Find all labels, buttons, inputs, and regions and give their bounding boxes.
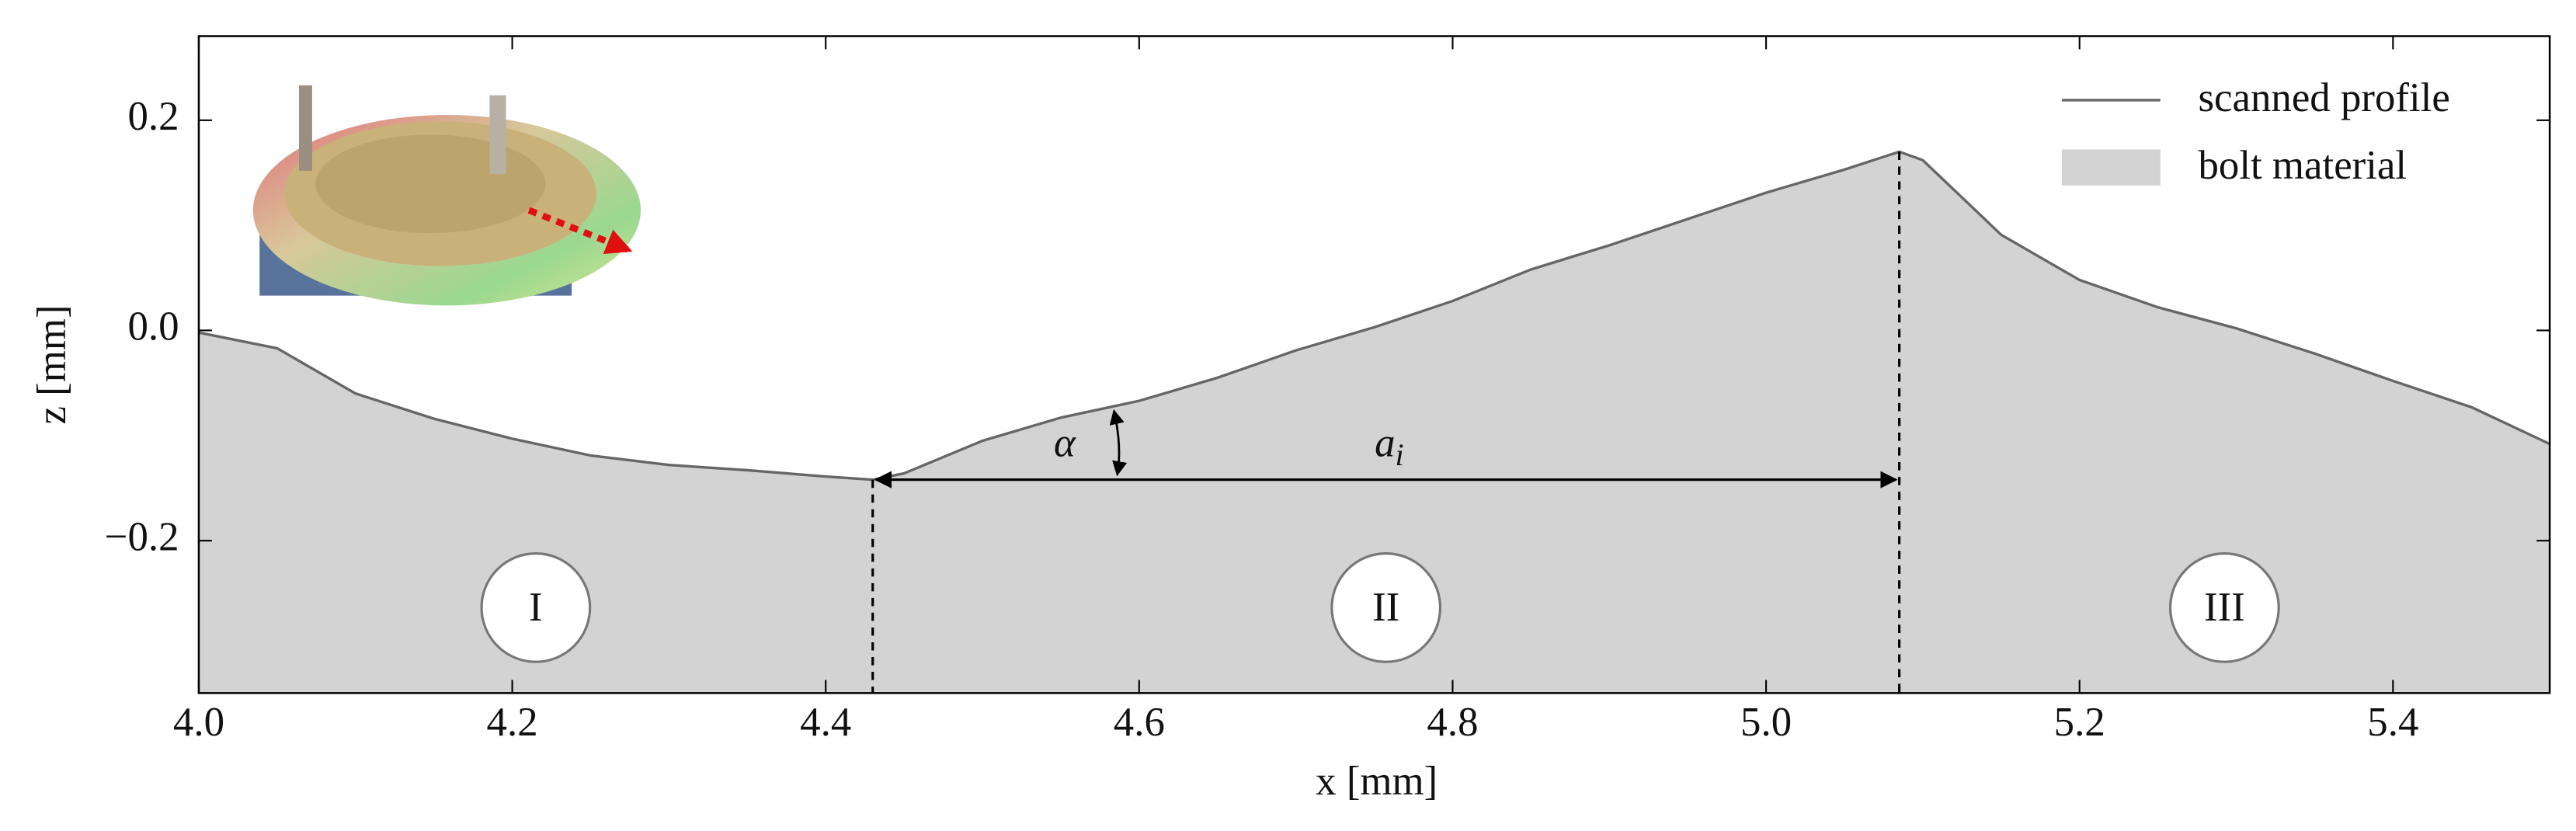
length-label: ai (1375, 420, 1404, 472)
legend-patch (2061, 149, 2161, 186)
length-symbol: a (1375, 420, 1395, 465)
x-axis-label: x [mm] (1316, 759, 1437, 804)
legend-label: bolt material (2198, 143, 2407, 188)
region-circle (2168, 552, 2280, 663)
x-tick-label: 4.4 (800, 700, 851, 745)
inset-image (252, 85, 641, 306)
x-tick-label: 4.2 (487, 700, 538, 745)
y-tick-label: 0.0 (127, 304, 179, 349)
region-label: II (1372, 585, 1399, 630)
region-circle (1330, 552, 1442, 663)
legend-label: scanned profile (2198, 75, 2449, 120)
profile-line (198, 150, 2550, 482)
y-tick-label: −0.2 (105, 514, 179, 559)
axes-frame (197, 35, 2551, 694)
y-tick-label: 0.2 (127, 94, 179, 139)
angle-arrow (1109, 409, 1128, 477)
x-tick-label: 4.8 (1427, 700, 1478, 745)
region-label: III (2204, 585, 2245, 630)
x-tick-label: 5.0 (1740, 700, 1792, 745)
x-tick-label: 5.2 (2054, 700, 2105, 745)
x-tick-label: 5.4 (2367, 700, 2418, 745)
region-circle (480, 552, 592, 663)
y-axis-label: z [mm] (30, 304, 75, 424)
angle-label: α (1054, 420, 1076, 465)
x-tick-label: 4.6 (1114, 700, 1165, 745)
area (198, 151, 2550, 694)
length-subscript: i (1396, 437, 1404, 472)
x-tick-label: 4.0 (173, 700, 224, 745)
region-label: I (529, 585, 543, 630)
